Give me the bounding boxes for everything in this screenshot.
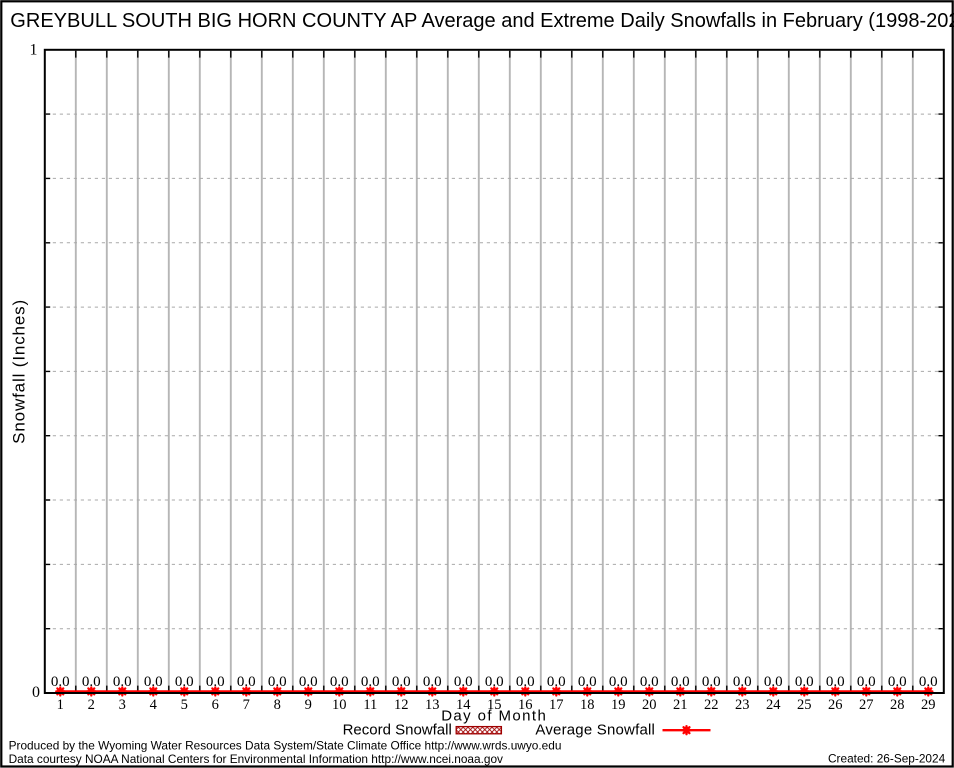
svg-text:0.0: 0.0 <box>857 674 876 690</box>
svg-text:21: 21 <box>673 697 688 713</box>
svg-text:15: 15 <box>487 697 502 713</box>
svg-text:8: 8 <box>274 697 281 713</box>
svg-text:17: 17 <box>549 697 564 713</box>
svg-text:0.0: 0.0 <box>671 674 690 690</box>
svg-text:4: 4 <box>150 697 158 713</box>
svg-text:7: 7 <box>243 697 250 713</box>
svg-text:3: 3 <box>119 697 126 713</box>
svg-text:Day of Month: Day of Month <box>441 707 547 724</box>
svg-text:23: 23 <box>735 697 750 713</box>
svg-text:0.0: 0.0 <box>206 674 225 690</box>
svg-text:25: 25 <box>797 697 812 713</box>
svg-text:0.0: 0.0 <box>516 674 535 690</box>
svg-text:0.0: 0.0 <box>268 674 287 690</box>
svg-text:Snowfall (Inches): Snowfall (Inches) <box>10 299 29 444</box>
svg-text:26: 26 <box>828 697 843 713</box>
svg-text:0.0: 0.0 <box>547 674 566 690</box>
svg-text:11: 11 <box>363 697 377 713</box>
svg-text:9: 9 <box>305 697 312 713</box>
svg-text:1: 1 <box>30 42 38 59</box>
svg-text:0.0: 0.0 <box>609 674 628 690</box>
svg-text:Data courtesy NOAA National Ce: Data courtesy NOAA National Centers for … <box>9 752 503 766</box>
svg-text:29: 29 <box>921 697 936 713</box>
svg-text:19: 19 <box>611 697 626 713</box>
svg-text:0.0: 0.0 <box>237 674 256 690</box>
svg-text:0.0: 0.0 <box>392 674 411 690</box>
svg-text:Produced by the Wyoming Water: Produced by the Wyoming Water Resources … <box>9 738 562 752</box>
svg-text:0.0: 0.0 <box>485 674 504 690</box>
svg-text:0.0: 0.0 <box>113 674 132 690</box>
svg-text:0.0: 0.0 <box>640 674 659 690</box>
svg-text:10: 10 <box>332 697 347 713</box>
svg-text:0.0: 0.0 <box>764 674 783 690</box>
svg-text:6: 6 <box>212 697 219 713</box>
svg-text:GREYBULL SOUTH BIG HORN COUNTY: GREYBULL SOUTH BIG HORN COUNTY AP Averag… <box>10 10 954 32</box>
svg-text:0.0: 0.0 <box>702 674 721 690</box>
svg-text:0.0: 0.0 <box>826 674 845 690</box>
svg-text:0.0: 0.0 <box>733 674 752 690</box>
svg-text:5: 5 <box>181 697 188 713</box>
svg-text:0.0: 0.0 <box>82 674 101 690</box>
svg-text:0.0: 0.0 <box>795 674 814 690</box>
svg-text:0.0: 0.0 <box>330 674 349 690</box>
svg-text:22: 22 <box>704 697 719 713</box>
svg-text:16: 16 <box>518 697 533 713</box>
svg-text:0.0: 0.0 <box>423 674 442 690</box>
svg-text:28: 28 <box>890 697 905 713</box>
svg-text:1: 1 <box>57 697 64 713</box>
svg-text:0.0: 0.0 <box>299 674 318 690</box>
svg-text:24: 24 <box>766 697 781 713</box>
svg-text:0.0: 0.0 <box>51 674 70 690</box>
svg-text:14: 14 <box>456 697 471 713</box>
svg-text:0: 0 <box>32 684 40 701</box>
svg-text:0.0: 0.0 <box>175 674 194 690</box>
svg-text:27: 27 <box>859 697 874 713</box>
svg-text:20: 20 <box>642 697 657 713</box>
svg-text:2: 2 <box>88 697 95 713</box>
svg-text:0.0: 0.0 <box>454 674 473 690</box>
svg-text:0.0: 0.0 <box>578 674 597 690</box>
svg-text:0.0: 0.0 <box>361 674 380 690</box>
svg-text:12: 12 <box>394 697 409 713</box>
svg-text:Average Snowfall: Average Snowfall <box>535 721 655 738</box>
svg-text:Created: 26-Sep-2024: Created: 26-Sep-2024 <box>828 751 946 765</box>
svg-text:13: 13 <box>425 697 440 713</box>
svg-text:Record Snowfall: Record Snowfall <box>343 721 452 738</box>
svg-text:0.0: 0.0 <box>888 674 907 690</box>
svg-text:18: 18 <box>580 697 595 713</box>
svg-text:0.0: 0.0 <box>919 674 938 690</box>
svg-text:0.0: 0.0 <box>144 674 163 690</box>
